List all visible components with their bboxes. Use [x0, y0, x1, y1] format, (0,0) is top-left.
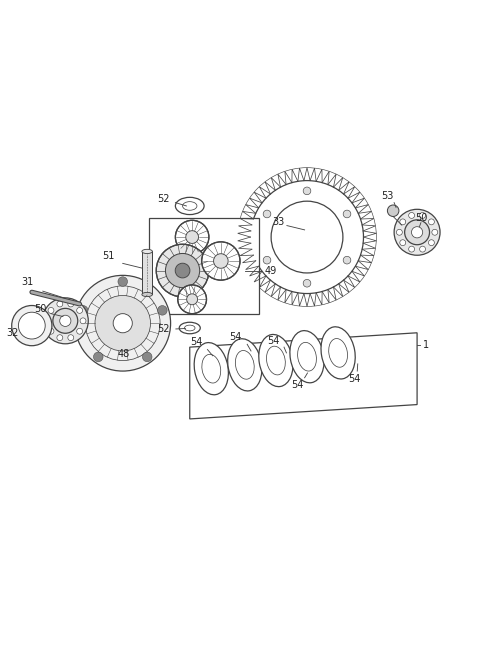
Ellipse shape [235, 350, 254, 379]
Text: 54: 54 [348, 374, 361, 384]
Circle shape [394, 209, 440, 255]
Text: 54: 54 [190, 337, 202, 347]
Circle shape [143, 352, 152, 361]
Circle shape [77, 308, 83, 314]
Circle shape [78, 306, 88, 315]
Text: 50: 50 [34, 304, 47, 314]
Circle shape [400, 219, 406, 225]
Circle shape [187, 294, 198, 305]
Circle shape [420, 246, 425, 252]
Circle shape [12, 306, 52, 346]
Text: 31: 31 [21, 277, 33, 287]
Circle shape [75, 276, 170, 371]
Ellipse shape [259, 335, 293, 386]
Circle shape [94, 352, 103, 361]
Ellipse shape [142, 249, 153, 253]
Circle shape [77, 328, 83, 334]
Text: 52: 52 [157, 325, 169, 335]
Circle shape [214, 254, 228, 268]
Ellipse shape [142, 293, 153, 297]
Bar [142, 251, 153, 295]
Circle shape [429, 239, 434, 245]
Circle shape [175, 263, 190, 278]
Circle shape [53, 308, 78, 333]
Text: 52: 52 [157, 194, 169, 204]
Circle shape [57, 335, 63, 340]
Circle shape [343, 210, 351, 218]
Circle shape [251, 180, 363, 293]
Circle shape [411, 227, 423, 238]
Circle shape [432, 230, 438, 236]
Circle shape [396, 230, 402, 236]
Text: 54: 54 [291, 380, 304, 390]
Circle shape [42, 298, 88, 344]
Circle shape [303, 279, 311, 287]
Text: 1: 1 [422, 340, 429, 350]
Text: 48: 48 [118, 350, 130, 359]
Circle shape [118, 277, 128, 287]
Circle shape [178, 285, 206, 314]
Text: 49: 49 [265, 266, 277, 276]
Circle shape [166, 253, 200, 288]
Circle shape [343, 256, 351, 264]
Circle shape [156, 244, 209, 297]
Ellipse shape [184, 325, 195, 331]
Polygon shape [190, 333, 417, 419]
Ellipse shape [182, 201, 197, 211]
Ellipse shape [179, 322, 200, 334]
Circle shape [186, 231, 199, 243]
Circle shape [408, 246, 415, 252]
Circle shape [68, 335, 74, 340]
Ellipse shape [290, 331, 324, 383]
Circle shape [157, 306, 167, 315]
Circle shape [303, 187, 311, 195]
Ellipse shape [202, 354, 221, 383]
Circle shape [400, 239, 406, 245]
Circle shape [387, 205, 399, 216]
Circle shape [60, 316, 71, 327]
Ellipse shape [298, 342, 316, 371]
Ellipse shape [175, 197, 204, 215]
Circle shape [408, 213, 415, 218]
Ellipse shape [329, 338, 348, 367]
Text: 53: 53 [381, 192, 394, 201]
Text: 54: 54 [229, 332, 241, 342]
Circle shape [45, 318, 50, 324]
Bar [149, 218, 259, 314]
Ellipse shape [194, 342, 228, 395]
Circle shape [429, 219, 434, 225]
Text: 32: 32 [6, 328, 19, 338]
Ellipse shape [228, 338, 262, 391]
Circle shape [57, 301, 63, 307]
Ellipse shape [321, 327, 355, 379]
Text: 54: 54 [267, 337, 280, 346]
Text: 50: 50 [416, 213, 428, 223]
Text: 51: 51 [102, 251, 115, 261]
Circle shape [95, 295, 151, 351]
Ellipse shape [266, 346, 285, 375]
Circle shape [18, 312, 45, 339]
Circle shape [271, 201, 343, 273]
Circle shape [263, 256, 271, 264]
Circle shape [68, 301, 74, 307]
Circle shape [48, 308, 54, 314]
Circle shape [202, 242, 240, 280]
Circle shape [80, 318, 86, 324]
Circle shape [113, 314, 132, 333]
Circle shape [175, 220, 209, 254]
Circle shape [48, 328, 54, 334]
Circle shape [263, 210, 271, 218]
Text: 33: 33 [272, 216, 285, 227]
Circle shape [405, 220, 430, 245]
Circle shape [420, 213, 425, 218]
